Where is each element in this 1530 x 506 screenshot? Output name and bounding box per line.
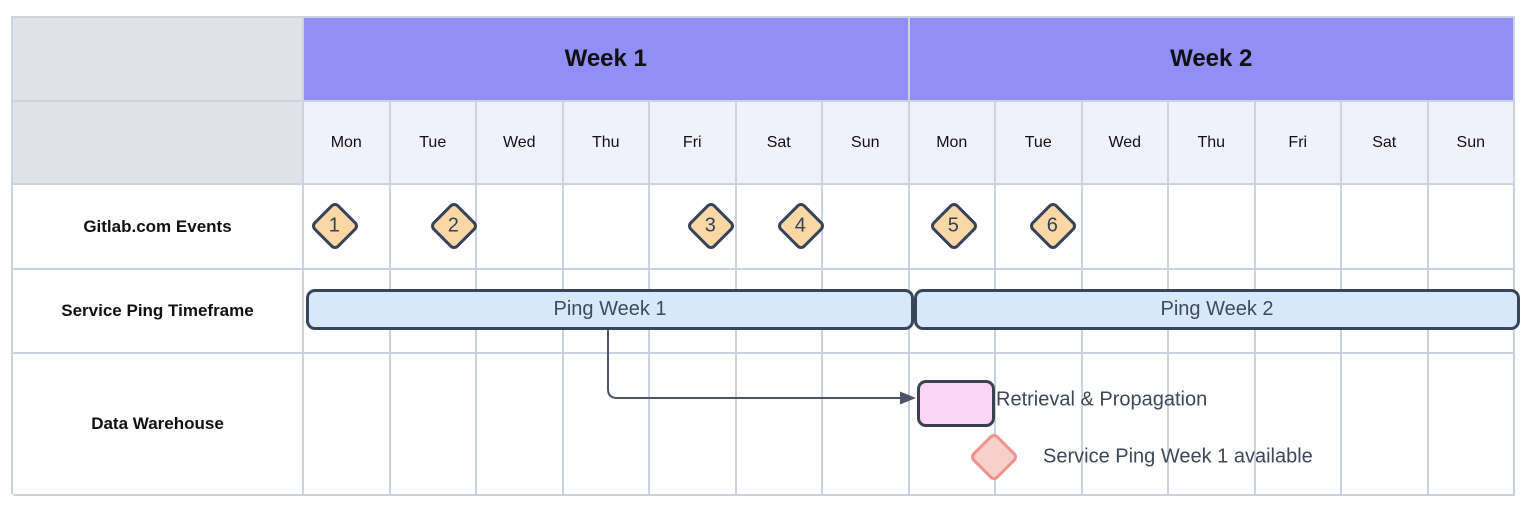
grid-cell [1169,185,1256,270]
week-1-label: Week 1 [564,45,647,72]
service-ping-available-label: Service Ping Week 1 available [1043,445,1313,468]
grid-cell [304,354,391,496]
grid-cell [477,185,564,270]
grid-cell [823,185,910,270]
day-header-w2-fri: Fri [1255,102,1342,185]
grid-cell [650,354,737,496]
grid-cell [1255,185,1342,270]
day-header-w2-thu: Thu [1169,102,1256,185]
grid-cell [1428,185,1515,270]
event-1-label: 1 [329,214,341,237]
timeline-table: Week 1 Week 2 Mon Tue Wed Thu Fri Sat Su… [11,16,1515,496]
grid-cell [1428,354,1515,496]
day-header-w2-tue: Tue [996,102,1083,185]
grid-cell [1082,354,1169,496]
row-label-data-warehouse: Data Warehouse [13,354,304,496]
grid-cell [563,354,650,496]
day-header-w2-mon: Mon [909,102,996,185]
grid-cell [1169,354,1256,496]
day-header-w1-sun: Sun [823,102,910,185]
grid-row-data-warehouse [304,354,1515,496]
grid-cell [823,354,910,496]
grid-cell [477,354,564,496]
day-header-w2-sat: Sat [1342,102,1429,185]
day-header-w1-fri: Fri [650,102,737,185]
event-5-label: 5 [948,214,960,237]
corner-cell-week-row [13,18,304,102]
grid-cell [1082,185,1169,270]
day-header-w2-wed: Wed [1082,102,1169,185]
grid-cell [736,354,823,496]
grid-cell [1342,185,1429,270]
retrieval-propagation-box [917,380,995,427]
day-header-w1-sat: Sat [736,102,823,185]
event-2-label: 2 [448,214,460,237]
day-header-w2-sun: Sun [1428,102,1515,185]
ping-week-1-label: Ping Week 1 [553,298,667,320]
row-label-service-ping-timeframe: Service Ping Timeframe [13,270,304,354]
ping-bar-week-2: Ping Week 2 [914,289,1520,330]
day-header-w1-tue: Tue [390,102,477,185]
day-header-w1-wed: Wed [477,102,564,185]
ping-bar-week-1: Ping Week 1 [306,289,914,330]
day-header-w1-mon: Mon [304,102,391,185]
row-label-gitlab-events: Gitlab.com Events [13,185,304,270]
week-band-week-1: Week 1 [304,18,910,102]
grid-cell [390,354,477,496]
event-6-label: 6 [1047,214,1059,237]
grid-cell [1255,354,1342,496]
corner-cell-day-row [13,102,304,185]
grid-row-events [304,185,1515,270]
event-4-label: 4 [795,214,807,237]
grid-cell [1342,354,1429,496]
retrieval-propagation-label: Retrieval & Propagation [996,388,1208,411]
ping-week-2-label: Ping Week 2 [1160,298,1274,320]
grid-cell [996,354,1083,496]
week-2-label: Week 2 [1170,45,1253,72]
week-band-week-2: Week 2 [909,18,1515,102]
grid-cell [563,185,650,270]
day-header-w1-thu: Thu [563,102,650,185]
event-3-label: 3 [705,214,717,237]
